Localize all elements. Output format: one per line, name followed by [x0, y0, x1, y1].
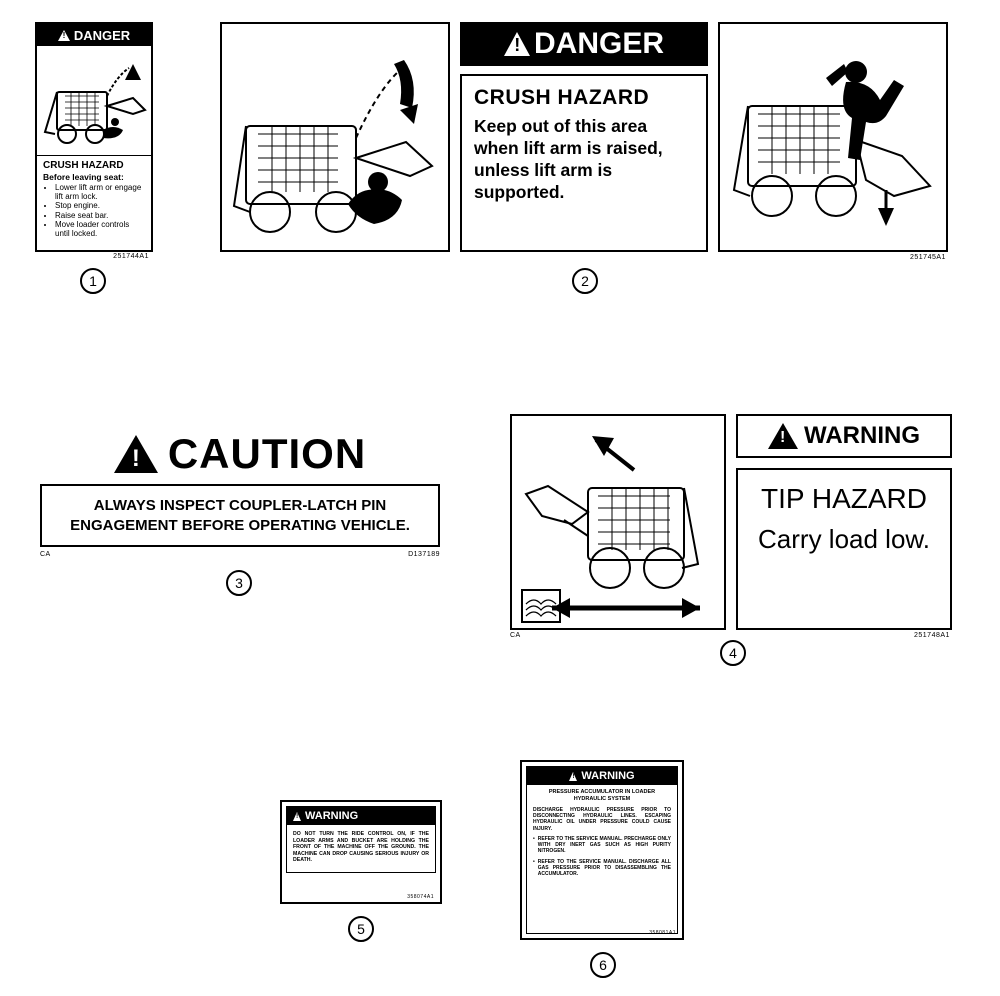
decal-6-p3: REFER TO THE SERVICE MANUAL. DISCHARGE A… — [538, 859, 671, 878]
alert-icon: ! — [114, 435, 158, 473]
decal-3: ! CAUTION ALWAYS INSPECT COUPLER-LATCH P… — [40, 430, 440, 547]
callout-2: 2 — [572, 268, 598, 294]
left-code: CA — [40, 551, 51, 558]
caution-body: ALWAYS INSPECT COUPLER-LATCH PIN ENGAGEM… — [70, 497, 410, 534]
callout-1: 1 — [80, 268, 106, 294]
decal-6-title: PRESSURE ACCUMULATOR IN LOADER HYDRAULIC… — [533, 789, 671, 803]
decal-4-illus — [510, 414, 726, 630]
crush-hazard-title: CRUSH HAZARD — [474, 86, 694, 110]
before-leaving-seat: Before leaving seat: — [43, 172, 145, 182]
tip-hazard-title: TIP HAZARD — [748, 484, 940, 515]
warning-label: WARNING — [305, 810, 358, 822]
decal-6-p1: DISCHARGE HYDRAULIC PRESSURE PRIOR TO DI… — [533, 807, 671, 832]
danger-label: DANGER — [534, 27, 664, 61]
decal-6-body: PRESSURE ACCUMULATOR IN LOADER HYDRAULIC… — [527, 785, 677, 933]
decal-6-p2: REFER TO THE SERVICE MANUAL. PRECHARGE O… — [538, 836, 671, 855]
danger-header: DANGER — [460, 22, 708, 66]
decal-1: DANGER CRUSH HAZARD Before leaving seat:… — [35, 22, 153, 252]
alert-icon: ! — [768, 423, 798, 449]
alert-icon — [293, 812, 301, 821]
alert-icon — [504, 32, 530, 56]
crush-hazard-body: Keep out of this area when lift arm is r… — [474, 116, 694, 204]
alert-icon — [569, 772, 577, 781]
decal-5-body: DO NOT TURN THE RIDE CONTROL ON, IF THE … — [287, 825, 435, 872]
decal-1-illustration — [37, 46, 151, 156]
callout-6: 6 — [590, 952, 616, 978]
danger-header: DANGER — [37, 24, 151, 46]
bullet: Raise seat bar. — [55, 211, 145, 220]
decal-2-illus-right — [718, 22, 948, 252]
alert-icon — [58, 30, 70, 41]
decal-2-text: DANGER CRUSH HAZARD Keep out of this are… — [460, 22, 708, 252]
decal-1-text: CRUSH HAZARD Before leaving seat: Lower … — [37, 156, 151, 242]
left-code: CA — [510, 632, 521, 639]
bullet: Stop engine. — [55, 201, 145, 210]
warning-header-box: ! WARNING — [736, 414, 952, 458]
warning-label: WARNING — [804, 422, 920, 450]
part-number: D137189 — [408, 551, 440, 558]
caution-header: ! CAUTION — [40, 430, 440, 478]
caution-label: CAUTION — [168, 430, 366, 478]
part-number: 251748A1 — [914, 632, 950, 639]
warning-header: WARNING — [287, 807, 435, 825]
callout-3: 3 — [226, 570, 252, 596]
decal-2-body: CRUSH HAZARD Keep out of this area when … — [460, 74, 708, 252]
part-number: 358074A1 — [407, 894, 434, 900]
decal-4-body: TIP HAZARD Carry load low. — [736, 468, 952, 630]
decal-6: WARNING PRESSURE ACCUMULATOR IN LOADER H… — [520, 760, 684, 940]
callout-4: 4 — [720, 640, 746, 666]
part-number: 251744A1 — [113, 253, 149, 260]
warning-label: WARNING — [581, 770, 634, 782]
bullet: Lower lift arm or engage lift arm lock. — [55, 183, 145, 201]
decal-2-illus-left — [220, 22, 450, 252]
decal-1-bullets: Lower lift arm or engage lift arm lock. … — [43, 183, 145, 238]
crush-hazard-title: CRUSH HAZARD — [43, 160, 145, 171]
part-number: 358081A1 — [649, 930, 676, 936]
decal-3-body: ALWAYS INSPECT COUPLER-LATCH PIN ENGAGEM… — [40, 484, 440, 547]
part-number: 251745A1 — [910, 254, 946, 261]
callout-5: 5 — [348, 916, 374, 942]
warning-header: WARNING — [527, 767, 677, 785]
danger-label: DANGER — [74, 28, 130, 43]
decal-5: WARNING DO NOT TURN THE RIDE CONTROL ON,… — [280, 800, 442, 904]
bullet: Move loader controls until locked. — [55, 220, 145, 238]
decal-4-text: ! WARNING TIP HAZARD Carry load low. — [736, 414, 952, 630]
tip-hazard-body: Carry load low. — [748, 525, 940, 555]
